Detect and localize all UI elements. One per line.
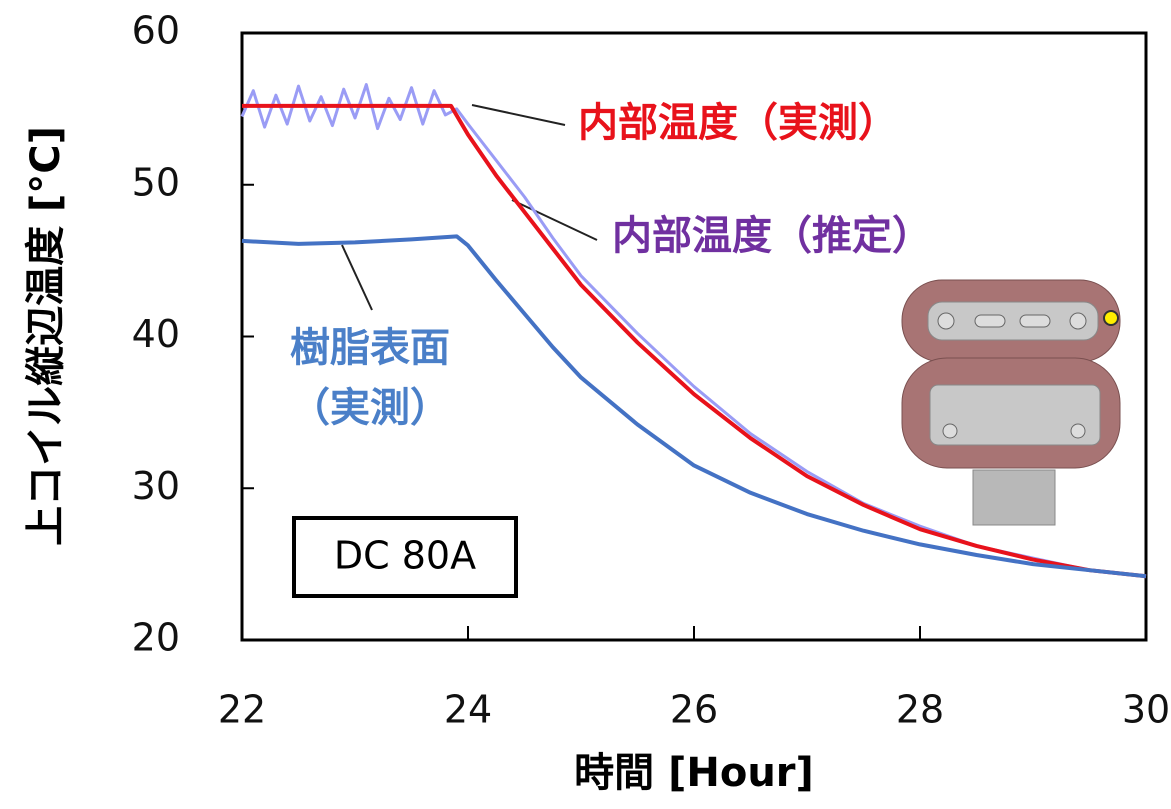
y-tick-label: 40 [132, 312, 180, 356]
x-tick-label: 28 [896, 688, 944, 732]
annotation: 内部温度（実測） [578, 100, 898, 146]
series-line [241, 234, 1147, 579]
y-tick-label: 50 [132, 160, 180, 204]
leader-line [511, 199, 598, 241]
x-tick-label: 22 [218, 688, 266, 732]
y-axis-label: 上コイル縦辺温度 [°C] [23, 126, 69, 546]
leader-line [341, 244, 373, 311]
annotation: DC 80A [334, 534, 476, 578]
annotation-box [292, 516, 518, 598]
x-axis-label: 時間 [Hour] [574, 750, 814, 796]
annotation: 樹脂表面 [290, 325, 450, 371]
y-tick-label: 60 [132, 9, 180, 53]
inset-illustration [901, 279, 1121, 526]
annotation: 内部温度（推定） [612, 213, 932, 259]
series-line [242, 103, 1147, 579]
series-line [240, 83, 1147, 578]
leader-line [471, 104, 566, 126]
x-tick-label: 24 [444, 688, 492, 732]
x-tick-label: 30 [1122, 688, 1170, 732]
y-tick-label: 20 [132, 616, 180, 660]
annotation: （実測） [290, 385, 450, 431]
x-tick-label: 26 [670, 688, 718, 732]
y-tick-label: 30 [132, 464, 180, 508]
